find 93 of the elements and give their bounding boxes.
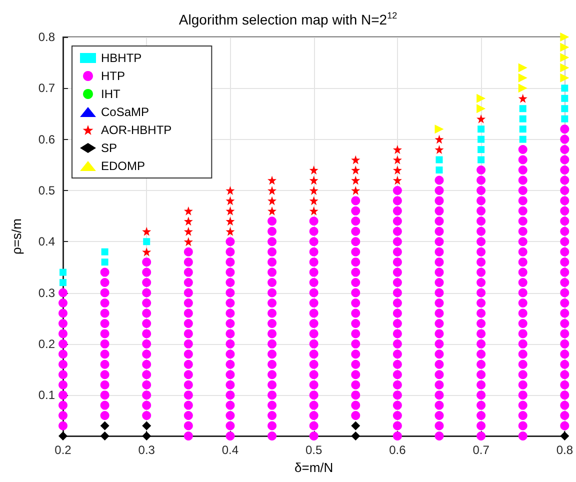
point — [268, 176, 277, 185]
legend-label: EDOMP — [101, 159, 146, 173]
point — [309, 206, 318, 216]
point — [476, 104, 486, 114]
point — [60, 268, 66, 276]
x-tick-label: 0.4 — [222, 443, 239, 457]
point — [519, 136, 526, 143]
point — [478, 146, 485, 154]
point — [518, 73, 528, 82]
legend-label: HTP — [101, 69, 125, 83]
point — [561, 115, 568, 122]
point — [184, 226, 193, 236]
x-tick-label: 0.5 — [305, 443, 322, 457]
point — [560, 42, 570, 52]
point — [519, 126, 526, 133]
x-tick-label: 0.6 — [389, 443, 406, 457]
point — [392, 176, 402, 185]
point — [100, 421, 110, 430]
x-tick-label: 0.3 — [138, 443, 156, 457]
point — [100, 432, 110, 440]
point — [351, 432, 360, 440]
point — [518, 63, 528, 72]
point — [184, 237, 193, 246]
point — [351, 166, 360, 174]
point — [351, 176, 360, 185]
x-tick-label: 0.7 — [472, 443, 490, 457]
point — [560, 73, 570, 82]
point — [351, 186, 360, 195]
point — [434, 124, 444, 134]
point — [268, 186, 277, 195]
point — [142, 432, 152, 440]
point — [478, 136, 485, 143]
y-tick-label: 0.3 — [38, 286, 56, 300]
x-axis-title: δ=m/N — [294, 460, 334, 475]
y-tick-label: 0.8 — [38, 30, 56, 44]
point — [436, 166, 443, 174]
y-tick-label: 0.6 — [38, 132, 56, 146]
point — [226, 186, 235, 195]
point — [351, 421, 360, 430]
point — [309, 186, 318, 195]
point — [434, 145, 444, 154]
point — [101, 248, 108, 256]
legend-label: AOR-HBHTP — [101, 123, 172, 137]
point — [476, 114, 486, 124]
point — [226, 226, 235, 236]
point — [58, 432, 68, 440]
point — [226, 206, 235, 216]
point — [142, 421, 152, 430]
y-tick-label: 0.7 — [38, 81, 56, 96]
point — [101, 258, 108, 266]
y-axis-title: ρ=s/m — [9, 218, 24, 254]
point — [392, 166, 402, 174]
point — [60, 279, 66, 286]
point — [309, 196, 318, 206]
point — [560, 32, 570, 42]
y-tick-label: 0.5 — [38, 183, 56, 198]
point — [478, 126, 485, 133]
point — [434, 134, 444, 144]
legend-label: HBHTP — [101, 51, 142, 65]
point — [518, 84, 528, 93]
point — [478, 156, 485, 164]
point — [560, 52, 570, 62]
point — [560, 63, 570, 72]
x-tick-label: 0.2 — [54, 443, 72, 457]
point — [226, 196, 235, 206]
point — [436, 156, 443, 164]
point — [142, 226, 152, 236]
point — [561, 105, 568, 112]
point — [143, 238, 150, 246]
y-tick-label: 0.4 — [38, 234, 56, 249]
legend-label: SP — [101, 141, 118, 155]
x-tick-label: 0.8 — [556, 443, 574, 457]
point — [351, 155, 360, 164]
y-tick-label: 0.2 — [38, 336, 56, 351]
point — [309, 176, 318, 185]
point — [268, 206, 277, 216]
point — [268, 196, 277, 206]
legend-label: CoSaMP — [101, 105, 150, 119]
point — [392, 155, 402, 164]
point — [561, 94, 568, 102]
point — [184, 216, 193, 226]
point — [519, 105, 526, 112]
legend-label: IHT — [101, 87, 121, 101]
point — [226, 216, 235, 226]
point — [184, 206, 193, 216]
point — [392, 145, 402, 154]
point — [476, 94, 486, 103]
point — [561, 84, 568, 92]
point — [519, 115, 526, 122]
point — [142, 247, 152, 256]
y-tick-label: 0.1 — [38, 388, 56, 402]
point — [309, 166, 318, 174]
point — [518, 94, 528, 103]
